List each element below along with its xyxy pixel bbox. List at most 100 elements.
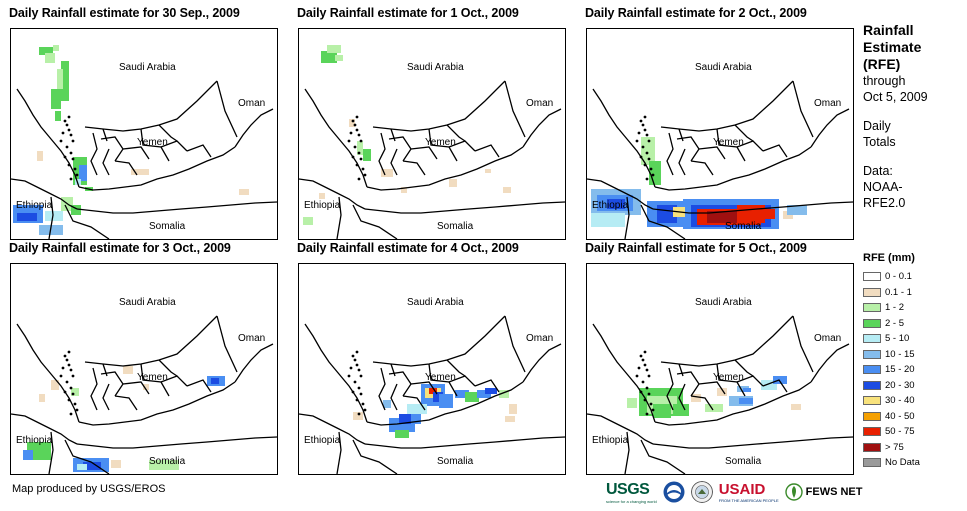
legend-label: 0 - 0.1 (885, 271, 912, 283)
boundary-line (428, 128, 458, 162)
island-dot (67, 115, 71, 119)
legend-swatch (863, 318, 881, 328)
island-dot (69, 151, 73, 155)
island-dot (647, 157, 651, 161)
island-dot (63, 155, 67, 159)
legend-label: 40 - 50 (885, 410, 915, 422)
boundary-line (734, 124, 754, 142)
label-oman: Oman (238, 98, 266, 109)
rainfall-patch (791, 404, 801, 410)
credit-text: Map produced by USGS/EROS (12, 483, 166, 495)
map-panel-3-oct: Daily Rainfall estimate for 3 Oct., 2009… (9, 241, 280, 475)
island-dot (355, 398, 359, 402)
rainfall-patch (149, 460, 179, 470)
legend-label: 20 - 30 (885, 379, 915, 391)
legend-label: 2 - 5 (885, 317, 905, 329)
label-yemen: Yemen (425, 137, 456, 148)
rainfall-patch (321, 51, 337, 63)
island-dot (355, 163, 359, 167)
boundary-line (716, 363, 746, 397)
boundary-line (678, 363, 684, 377)
map-frame: Saudi Arabia Oman Yemen Ethiopia Somalia (586, 263, 854, 475)
island-dot (67, 163, 71, 167)
label-oman: Oman (814, 98, 842, 109)
legend-swatch (863, 272, 881, 282)
boundary-line (78, 381, 236, 426)
rainfall-patch (55, 111, 61, 121)
panel-title: Daily Rainfall estimate for 30 Sep., 200… (9, 6, 240, 20)
rainfall-patch (23, 450, 33, 460)
boundary-line (378, 367, 386, 411)
island-dot (357, 177, 361, 181)
boundary-line (336, 431, 342, 474)
panel-title: Daily Rainfall estimate for 5 Oct., 2009 (585, 241, 807, 255)
rainfall-patch (399, 414, 415, 424)
boundary-line (652, 201, 853, 214)
boundary-line (64, 439, 110, 474)
rainfall-patch (111, 460, 121, 468)
label-oman: Oman (526, 98, 554, 109)
legend-label: 50 - 75 (885, 426, 915, 438)
boundary-line (660, 80, 794, 132)
boundary-line (678, 148, 686, 176)
label-oman: Oman (526, 333, 554, 344)
rainfall-patch (45, 211, 63, 221)
usgs-tagline: science for a changing world (606, 498, 657, 504)
sidebar-data-src1: NOAA- (863, 180, 903, 194)
boundary-line (186, 379, 212, 393)
island-dot (65, 123, 69, 127)
legend-swatch (863, 303, 881, 313)
legend-label: 5 - 10 (885, 333, 910, 345)
usaid-logo-text: USAID (718, 481, 766, 498)
legend-label: No Data (885, 457, 920, 469)
rainfall-patch (57, 69, 63, 89)
boundary-line (336, 196, 342, 239)
boundary-line (734, 359, 754, 377)
island-dot (61, 131, 65, 135)
rainfall-patch (37, 151, 43, 161)
legend-item: 5 - 10 (863, 331, 920, 347)
map-frame: Saudi Arabia Oman Yemen Ethiopia Somalia (10, 28, 278, 240)
boundary-line (698, 381, 726, 395)
label-ethiopia: Ethiopia (304, 435, 341, 446)
rainfall-patch (407, 404, 427, 414)
legend-item: 0 - 0.1 (863, 269, 920, 285)
island-dot (353, 145, 357, 149)
island-dot (647, 392, 651, 396)
boundary-line (810, 343, 850, 383)
rainfall-patch (353, 412, 363, 420)
rainfall-patch (363, 149, 371, 161)
island-dot (67, 363, 71, 367)
boundary-line (592, 323, 656, 423)
label-saudi-arabia: Saudi Arabia (407, 297, 464, 308)
boundary-line (390, 148, 398, 176)
island-dot (349, 131, 353, 135)
island-dot (639, 390, 643, 394)
island-dot (357, 133, 361, 137)
island-dot (647, 139, 651, 143)
rainfall-patch (395, 430, 409, 438)
rainfall-patch (319, 193, 325, 199)
sidebar-data-src2: RFE2.0 (863, 196, 906, 210)
boundary-line (78, 146, 236, 191)
boundary-line (122, 146, 150, 160)
fewsnet-leaf-icon (784, 483, 803, 501)
legend-item: 10 - 15 (863, 347, 920, 363)
rainfall-patch (449, 179, 457, 187)
boundary-line (698, 146, 726, 160)
rainfall-patch (691, 394, 701, 402)
label-yemen: Yemen (137, 137, 168, 148)
island-dot (63, 119, 67, 123)
label-somalia: Somalia (725, 221, 762, 232)
rainfall-patch (71, 388, 79, 396)
island-dot (643, 128, 647, 132)
boundary-line (114, 160, 138, 176)
island-dot (643, 398, 647, 402)
island-dot (645, 386, 649, 390)
island-dot (359, 139, 363, 143)
island-dot (353, 123, 357, 127)
rainfall-patch (303, 217, 313, 225)
rainfall-patch (17, 213, 37, 221)
boundary-line (352, 439, 398, 474)
boundary-line (504, 80, 526, 138)
